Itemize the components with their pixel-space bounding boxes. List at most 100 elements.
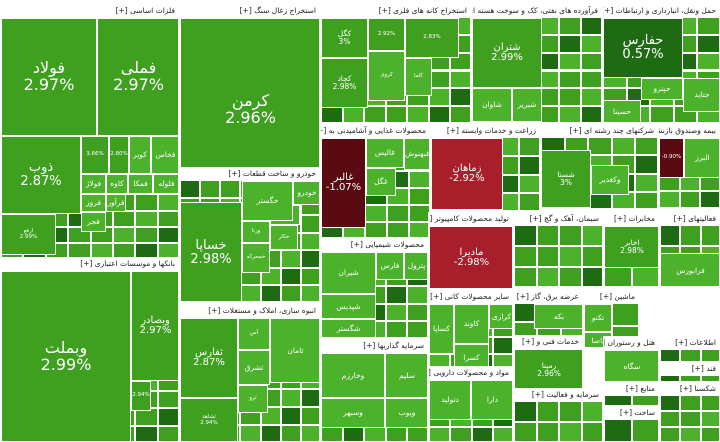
stock-tile-small[interactable]	[514, 267, 537, 286]
stock-tile-small[interactable]	[519, 193, 539, 210]
stock-tile[interactable]: ارفع 2.99%	[1, 214, 56, 255]
stock-tile[interactable]: شبریز	[512, 88, 542, 122]
stock-tile[interactable]: کاوند	[454, 304, 489, 344]
stock-tile[interactable]: کسرا	[454, 344, 489, 369]
stock-tile-small[interactable]	[300, 232, 319, 251]
stock-tile-small[interactable]	[280, 407, 301, 425]
stock-tile-small[interactable]	[700, 395, 719, 411]
stock-tile[interactable]: خساپا 2.98%	[180, 202, 242, 301]
stock-tile[interactable]: فرابورس	[660, 253, 719, 286]
stock-tile[interactable]: شگستر	[321, 319, 376, 337]
stock-tile-small[interactable]	[300, 215, 319, 233]
stock-tile[interactable]: خکار	[270, 225, 298, 250]
stock-tile[interactable]: فمکا	[128, 174, 153, 194]
stock-tile[interactable]: غالبر -1.07%	[321, 138, 366, 228]
stock-tile[interactable]: حسینا	[603, 100, 641, 122]
sector-header[interactable]: اطلاعات [+]	[660, 337, 719, 349]
stock-tile-small[interactable]	[240, 425, 261, 441]
stock-tile-small[interactable]	[429, 427, 451, 441]
stock-tile-small[interactable]	[365, 222, 387, 237]
stock-tile[interactable]: وبصادر 2.97%	[131, 271, 178, 381]
stock-tile[interactable]: ویوب	[385, 398, 427, 428]
stock-tile-small[interactable]	[428, 106, 451, 122]
stock-tile[interactable]: کچاد 2.98%	[321, 58, 368, 108]
stock-tile-small[interactable]	[581, 106, 601, 122]
stock-tile-small[interactable]	[280, 285, 301, 301]
sector-header[interactable]: هتل و رستوران [+]	[604, 337, 658, 349]
sector-header[interactable]: فند [+]	[660, 363, 719, 375]
stock-tile[interactable]: کاما	[405, 58, 432, 96]
stock-tile-small[interactable]	[364, 106, 386, 122]
stock-tile-small[interactable]	[660, 349, 681, 361]
stock-tile-small[interactable]	[514, 322, 538, 339]
stock-tile-small[interactable]	[514, 246, 537, 267]
stock-tile-small[interactable]	[604, 419, 632, 441]
stock-tile-small[interactable]	[135, 194, 158, 211]
stock-tile-small[interactable]	[559, 422, 582, 441]
stock-tile-small[interactable]	[180, 180, 201, 198]
stock-tile-small[interactable]	[559, 88, 582, 107]
stock-tile-small[interactable]	[697, 34, 719, 53]
stock-tile-small[interactable]	[492, 354, 512, 369]
stock-tile-small[interactable]	[660, 395, 681, 411]
stock-tile-small[interactable]	[559, 401, 582, 422]
stock-tile[interactable]: دارا	[471, 380, 512, 420]
stock-tile-small[interactable]	[300, 425, 319, 441]
stock-tile-small[interactable]	[385, 321, 408, 337]
stock-tile-small[interactable]	[280, 267, 301, 286]
stock-tile[interactable]: حپترو	[641, 78, 683, 100]
stock-tile-small[interactable]	[660, 375, 681, 381]
stock-tile[interactable]: کاوه	[106, 174, 128, 194]
stock-tile-small[interactable]	[604, 267, 632, 286]
stock-tile[interactable]: وخارزم	[321, 353, 385, 398]
sector-header[interactable]: تولید محصولات کامپیوتر [+]	[429, 213, 512, 225]
stock-tile[interactable]: شستا 3%	[541, 150, 591, 208]
stock-tile-small[interactable]	[536, 267, 559, 286]
sector-header[interactable]: شکسنا [+]	[660, 383, 719, 395]
stock-tile-small[interactable]	[407, 303, 427, 322]
stock-tile-small[interactable]	[387, 222, 409, 237]
stock-tile-small[interactable]	[90, 242, 113, 257]
stock-tile-small[interactable]	[260, 285, 281, 301]
stock-tile-small[interactable]	[428, 88, 451, 107]
stock-tile-small[interactable]	[700, 349, 719, 361]
sector-header[interactable]: استخراج زغال سنگ [+]	[180, 5, 319, 17]
stock-tile[interactable]: ثشرق	[238, 350, 270, 385]
stock-tile-small[interactable]	[650, 106, 674, 122]
stock-tile-small[interactable]	[635, 137, 657, 156]
stock-tile-small[interactable]	[612, 303, 638, 326]
stock-tile-small[interactable]	[409, 171, 429, 188]
stock-tile-small[interactable]	[409, 188, 429, 205]
stock-tile[interactable]: فروز	[81, 194, 106, 212]
sector-header[interactable]: سرمایه و فعالیت [+]	[514, 389, 602, 401]
stock-tile-small[interactable]	[519, 155, 539, 175]
stock-tile[interactable]: کگل 3%	[321, 18, 368, 58]
stock-tile-small[interactable]	[429, 354, 451, 369]
stock-tile-small[interactable]	[536, 246, 559, 267]
stock-tile-small[interactable]	[604, 395, 632, 405]
stock-tile-small[interactable]	[135, 425, 158, 441]
stock-tile[interactable]: البرز	[684, 138, 719, 178]
stock-tile[interactable]: وکغدیر	[591, 165, 629, 195]
stock-tile-small[interactable]	[157, 242, 178, 257]
stock-tile-small[interactable]	[409, 222, 429, 237]
stock-tile[interactable]: کروی	[368, 51, 405, 101]
stock-tile-small[interactable]	[407, 321, 427, 337]
stock-tile[interactable]: رمپنا 2.96%	[514, 349, 582, 389]
stock-tile[interactable]: حفارس 0.57%	[603, 18, 683, 78]
stock-tile-small[interactable]	[220, 180, 241, 198]
stock-tile-small[interactable]	[157, 425, 178, 441]
stock-tile[interactable]: ثشاهد 2.94%	[180, 398, 238, 441]
stock-tile-small[interactable]	[280, 425, 301, 441]
stock-tile[interactable]: فملی 2.97%	[97, 18, 178, 136]
stock-tile-small[interactable]	[428, 70, 451, 89]
stock-tile[interactable]: کویر	[129, 136, 151, 174]
stock-tile-small[interactable]	[581, 267, 602, 286]
stock-tile[interactable]: سگاه	[604, 350, 658, 381]
stock-tile[interactable]: زماهان -2.92%	[431, 138, 503, 210]
stock-tile[interactable]: فجر	[81, 212, 106, 232]
sector-header[interactable]: فرآورده های نفتی، کک و سوخت هسته ای [+]	[472, 5, 601, 17]
stock-tile-small[interactable]	[321, 106, 343, 122]
stock-tile-small[interactable]	[559, 106, 582, 122]
stock-tile[interactable]: 2.94%	[131, 381, 151, 411]
